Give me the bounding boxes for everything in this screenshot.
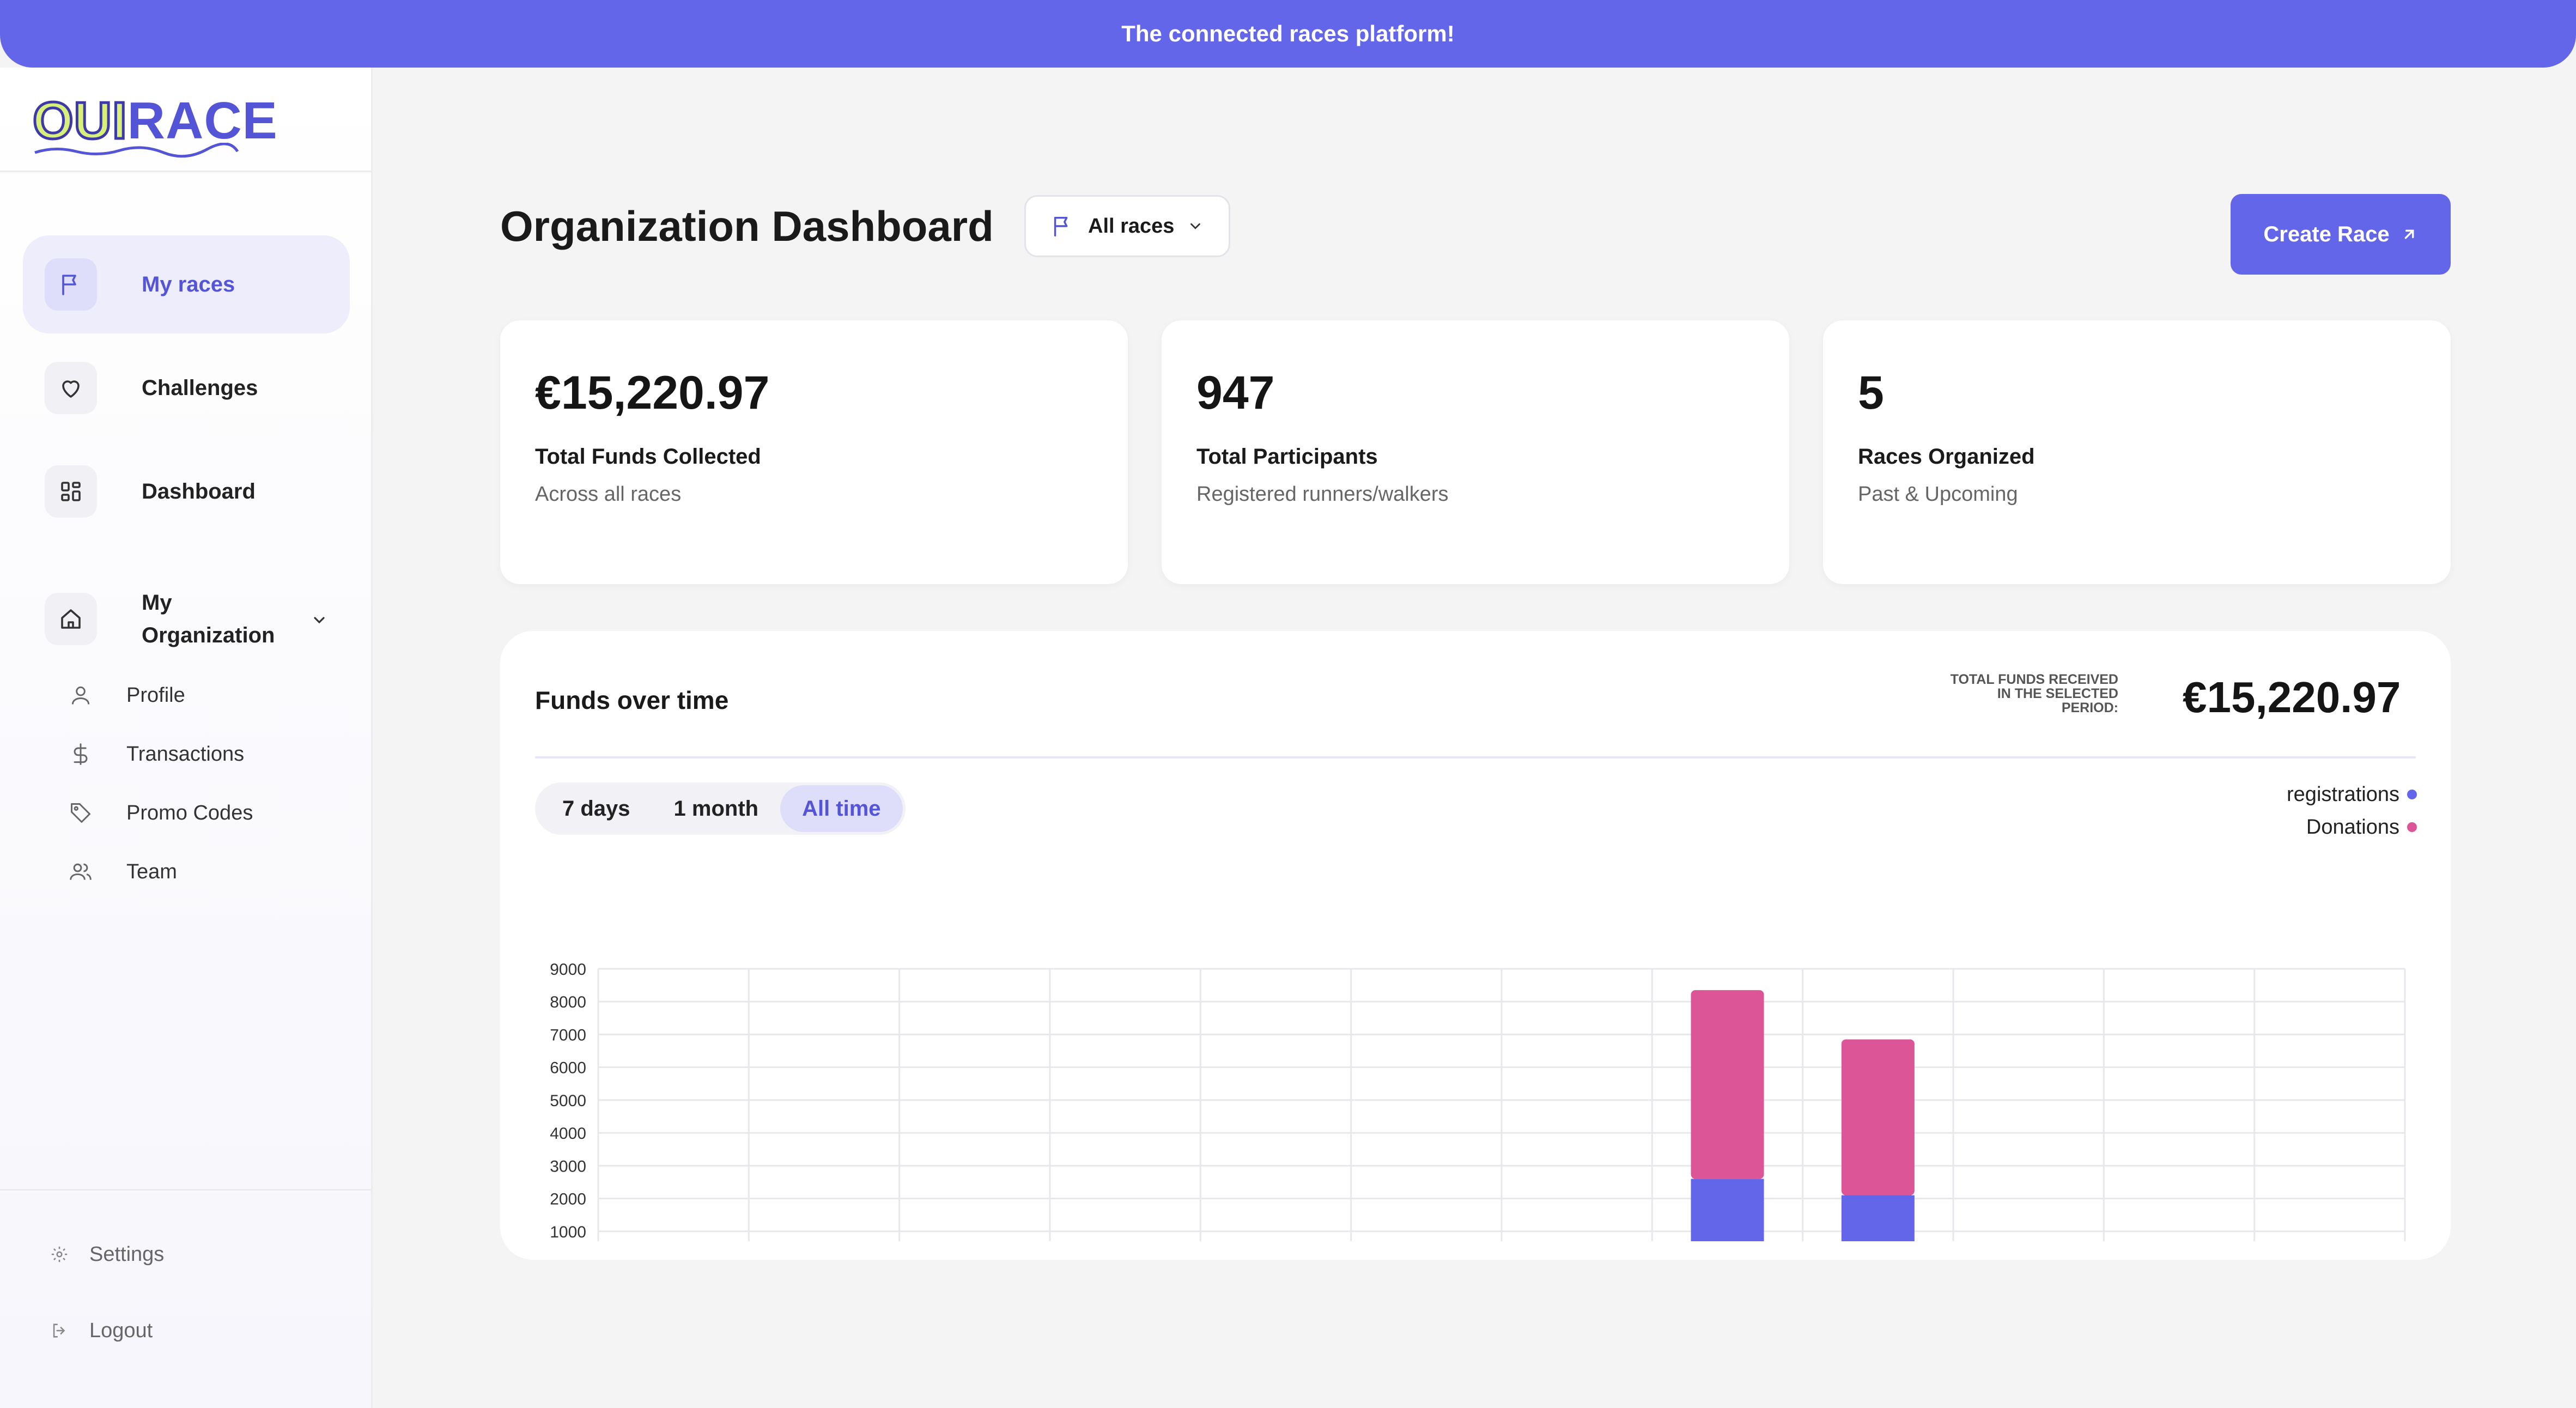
flag-icon [45, 258, 97, 311]
range-tab-1-month[interactable]: 1 month [673, 796, 759, 821]
sidebar-subitem-team[interactable]: Team [69, 852, 177, 891]
stat-subtitle: Across all races [535, 483, 682, 506]
chevron-down-icon[interactable] [311, 611, 328, 629]
sidebar-item-label: Dashboard [142, 480, 256, 503]
settings-label: Settings [89, 1242, 165, 1266]
tag-icon [71, 803, 90, 823]
chart-legend: registrations Donations [2287, 778, 2417, 843]
bar-donations [1841, 1039, 1915, 1195]
logout-icon [53, 1324, 65, 1338]
sidebar-item-dashboard[interactable]: Dashboard [23, 442, 350, 541]
stat-value: 5 [1858, 367, 1884, 419]
sidebar: OUIRACE My races Challenges Dashboard My… [0, 68, 373, 1408]
stat-card-participants: 947 Total Participants Registered runner… [1162, 320, 1789, 584]
race-filter-dropdown[interactable]: All races [1024, 195, 1230, 257]
panel-divider [535, 756, 2416, 758]
sidebar-subitem-profile[interactable]: Profile [69, 676, 185, 715]
legend-label: registrations [2287, 782, 2399, 806]
logo-squiggle-icon [34, 143, 239, 158]
gear-icon [51, 1246, 68, 1263]
logo[interactable]: OUIRACE [32, 92, 277, 158]
home-icon [45, 593, 97, 645]
user-icon [71, 686, 90, 705]
chevron-down-icon [1190, 223, 1201, 229]
y-tick-label: 8000 [550, 993, 586, 1011]
create-race-label: Create Race [2263, 222, 2390, 246]
race-filter-label: All races [1088, 214, 1175, 238]
sidebar-subitem-label: Profile [126, 683, 185, 707]
dollar-icon [74, 743, 88, 765]
panel-title: Funds over time [535, 686, 729, 714]
period-label: TOTAL FUNDS RECEIVED IN THE SELECTED PER… [1950, 672, 2118, 715]
y-tick-label: 5000 [550, 1092, 586, 1110]
legend-item-donations[interactable]: Donations [2287, 811, 2417, 843]
sidebar-subitem-label: Promo Codes [126, 801, 253, 824]
sidebar-subitem-transactions[interactable]: Transactions [69, 735, 244, 774]
funds-chart: 0100020003000400050006000700080009000Mar… [550, 961, 2406, 1241]
stat-subtitle: Registered runners/walkers [1196, 483, 1449, 506]
stat-value: €15,220.97 [535, 367, 770, 419]
y-tick-label: 6000 [550, 1059, 586, 1077]
stat-card-races: 5 Races Organized Past & Upcoming [1823, 320, 2451, 584]
logo-part2: RACE [127, 92, 278, 150]
settings-link[interactable]: Settings [50, 1235, 164, 1274]
stat-title: Total Participants [1196, 445, 1378, 469]
range-tab-all-time[interactable]: All time [780, 785, 903, 832]
legend-label: Donations [2306, 815, 2399, 839]
range-tabs: 7 days 1 month All time [535, 782, 906, 835]
sidebar-subitem-promo-codes[interactable]: Promo Codes [69, 793, 253, 833]
y-tick-label: 3000 [550, 1157, 586, 1175]
sidebar-subitem-label: Team [126, 860, 177, 883]
sidebar-item-label: My races [142, 272, 235, 296]
stat-subtitle: Past & Upcoming [1858, 483, 2018, 506]
logout-link[interactable]: Logout [50, 1311, 153, 1350]
y-tick-label: 9000 [550, 961, 586, 979]
period-total: €15,220.97 [2183, 673, 2401, 721]
heart-icon [45, 362, 97, 414]
y-tick-label: 1000 [550, 1223, 586, 1241]
sidebar-item-label: Challenges [142, 376, 258, 400]
banner-text: The connected races platform! [1121, 21, 1455, 46]
sidebar-item-my-races[interactable]: My races [23, 235, 350, 333]
top-banner: The connected races platform! [0, 0, 2576, 68]
y-tick-label: 7000 [550, 1026, 586, 1044]
funds-over-time-panel: Funds over time TOTAL FUNDS RECEIVED IN … [500, 631, 2451, 1260]
grid-icon [45, 465, 97, 518]
logo-part1: OUI [32, 92, 129, 150]
stat-value: 947 [1196, 367, 1275, 419]
sidebar-item-challenges[interactable]: Challenges [23, 339, 350, 437]
sidebar-item-my-organization[interactable]: My Organization [23, 570, 350, 668]
stat-title: Races Organized [1858, 445, 2035, 469]
logo-area: OUIRACE [0, 68, 373, 172]
bar-registrations [1691, 1179, 1764, 1241]
stat-card-funds: €15,220.97 Total Funds Collected Across … [500, 320, 1128, 584]
stat-title: Total Funds Collected [535, 445, 761, 469]
sidebar-item-label: My Organization [142, 591, 275, 647]
create-race-button[interactable]: Create Race [2231, 194, 2451, 275]
flag-icon [1054, 216, 1068, 236]
page-title: Organization Dashboard [500, 202, 994, 250]
legend-item-registrations[interactable]: registrations [2287, 778, 2417, 811]
y-tick-label: 2000 [550, 1191, 586, 1209]
sidebar-subitem-label: Transactions [126, 742, 245, 766]
logout-label: Logout [89, 1319, 153, 1342]
bar-registrations [1841, 1195, 1915, 1241]
bar-donations [1691, 990, 1764, 1179]
range-tab-7-days[interactable]: 7 days [562, 796, 630, 821]
sidebar-divider [0, 1189, 373, 1191]
arrow-up-right-icon [2404, 229, 2414, 239]
y-tick-label: 4000 [550, 1125, 586, 1143]
legend-dot [2407, 822, 2417, 832]
team-icon [70, 863, 92, 880]
legend-dot [2407, 790, 2417, 799]
